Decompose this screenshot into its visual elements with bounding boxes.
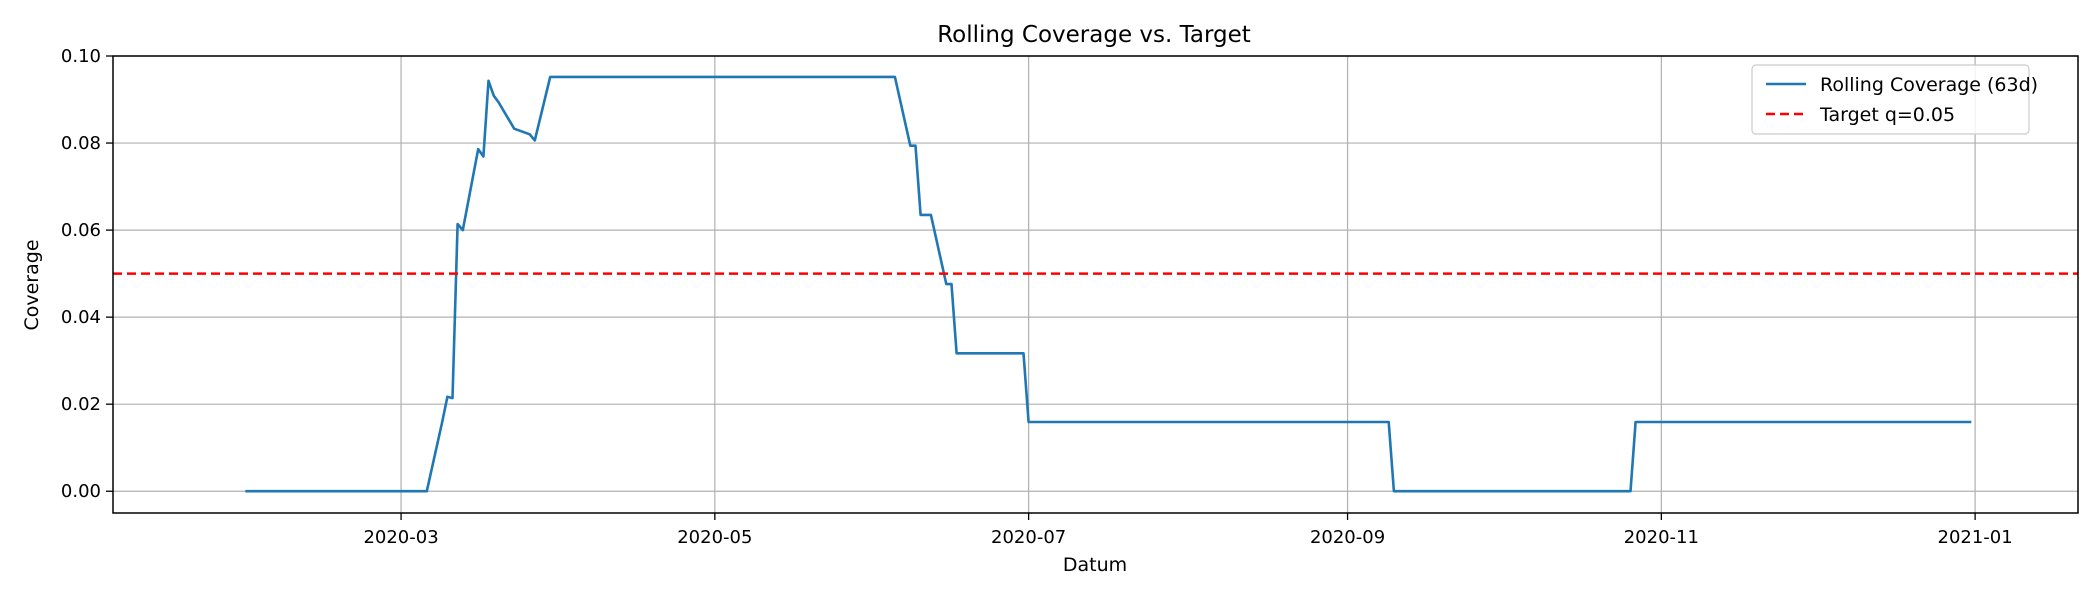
y-tick-label: 0.02	[61, 394, 101, 415]
x-tick-label: 2020-11	[1624, 527, 1699, 548]
y-tick-label: 0.04	[61, 307, 101, 328]
x-axis-label: Datum	[1063, 554, 1127, 576]
y-tick-label: 0.06	[61, 220, 101, 241]
legend-box	[1751, 64, 2030, 135]
legend: Rolling Coverage (63d) Target q=0.05	[1751, 64, 2038, 135]
rolling-coverage-line	[245, 75, 1972, 493]
x-tick-label: 2020-03	[363, 527, 438, 548]
plot-area	[113, 75, 2078, 493]
chart-title: Rolling Coverage vs. Target	[937, 22, 1251, 48]
x-axis: 2020-03 2020-05 2020-07 2020-09 2020-11 2021-…	[363, 513, 2013, 548]
y-axis-label: Coverage	[21, 239, 43, 330]
x-tick-label: 2021-01	[1938, 527, 2013, 548]
x-tick-label: 2020-09	[1310, 527, 1385, 548]
x-tick-label: 2020-07	[991, 527, 1066, 548]
y-tick-label: 0.10	[61, 46, 101, 67]
legend-label-target: Target q=0.05	[1819, 104, 1955, 126]
legend-label-rolling-coverage: Rolling Coverage (63d)	[1820, 74, 2038, 96]
plot-frame	[112, 55, 2079, 514]
y-axis: 0.00 0.02 0.04 0.06 0.08 0.10	[61, 46, 113, 502]
x-tick-label: 2020-05	[677, 527, 752, 548]
y-tick-label: 0.08	[61, 133, 101, 154]
y-tick-label: 0.00	[61, 481, 101, 502]
